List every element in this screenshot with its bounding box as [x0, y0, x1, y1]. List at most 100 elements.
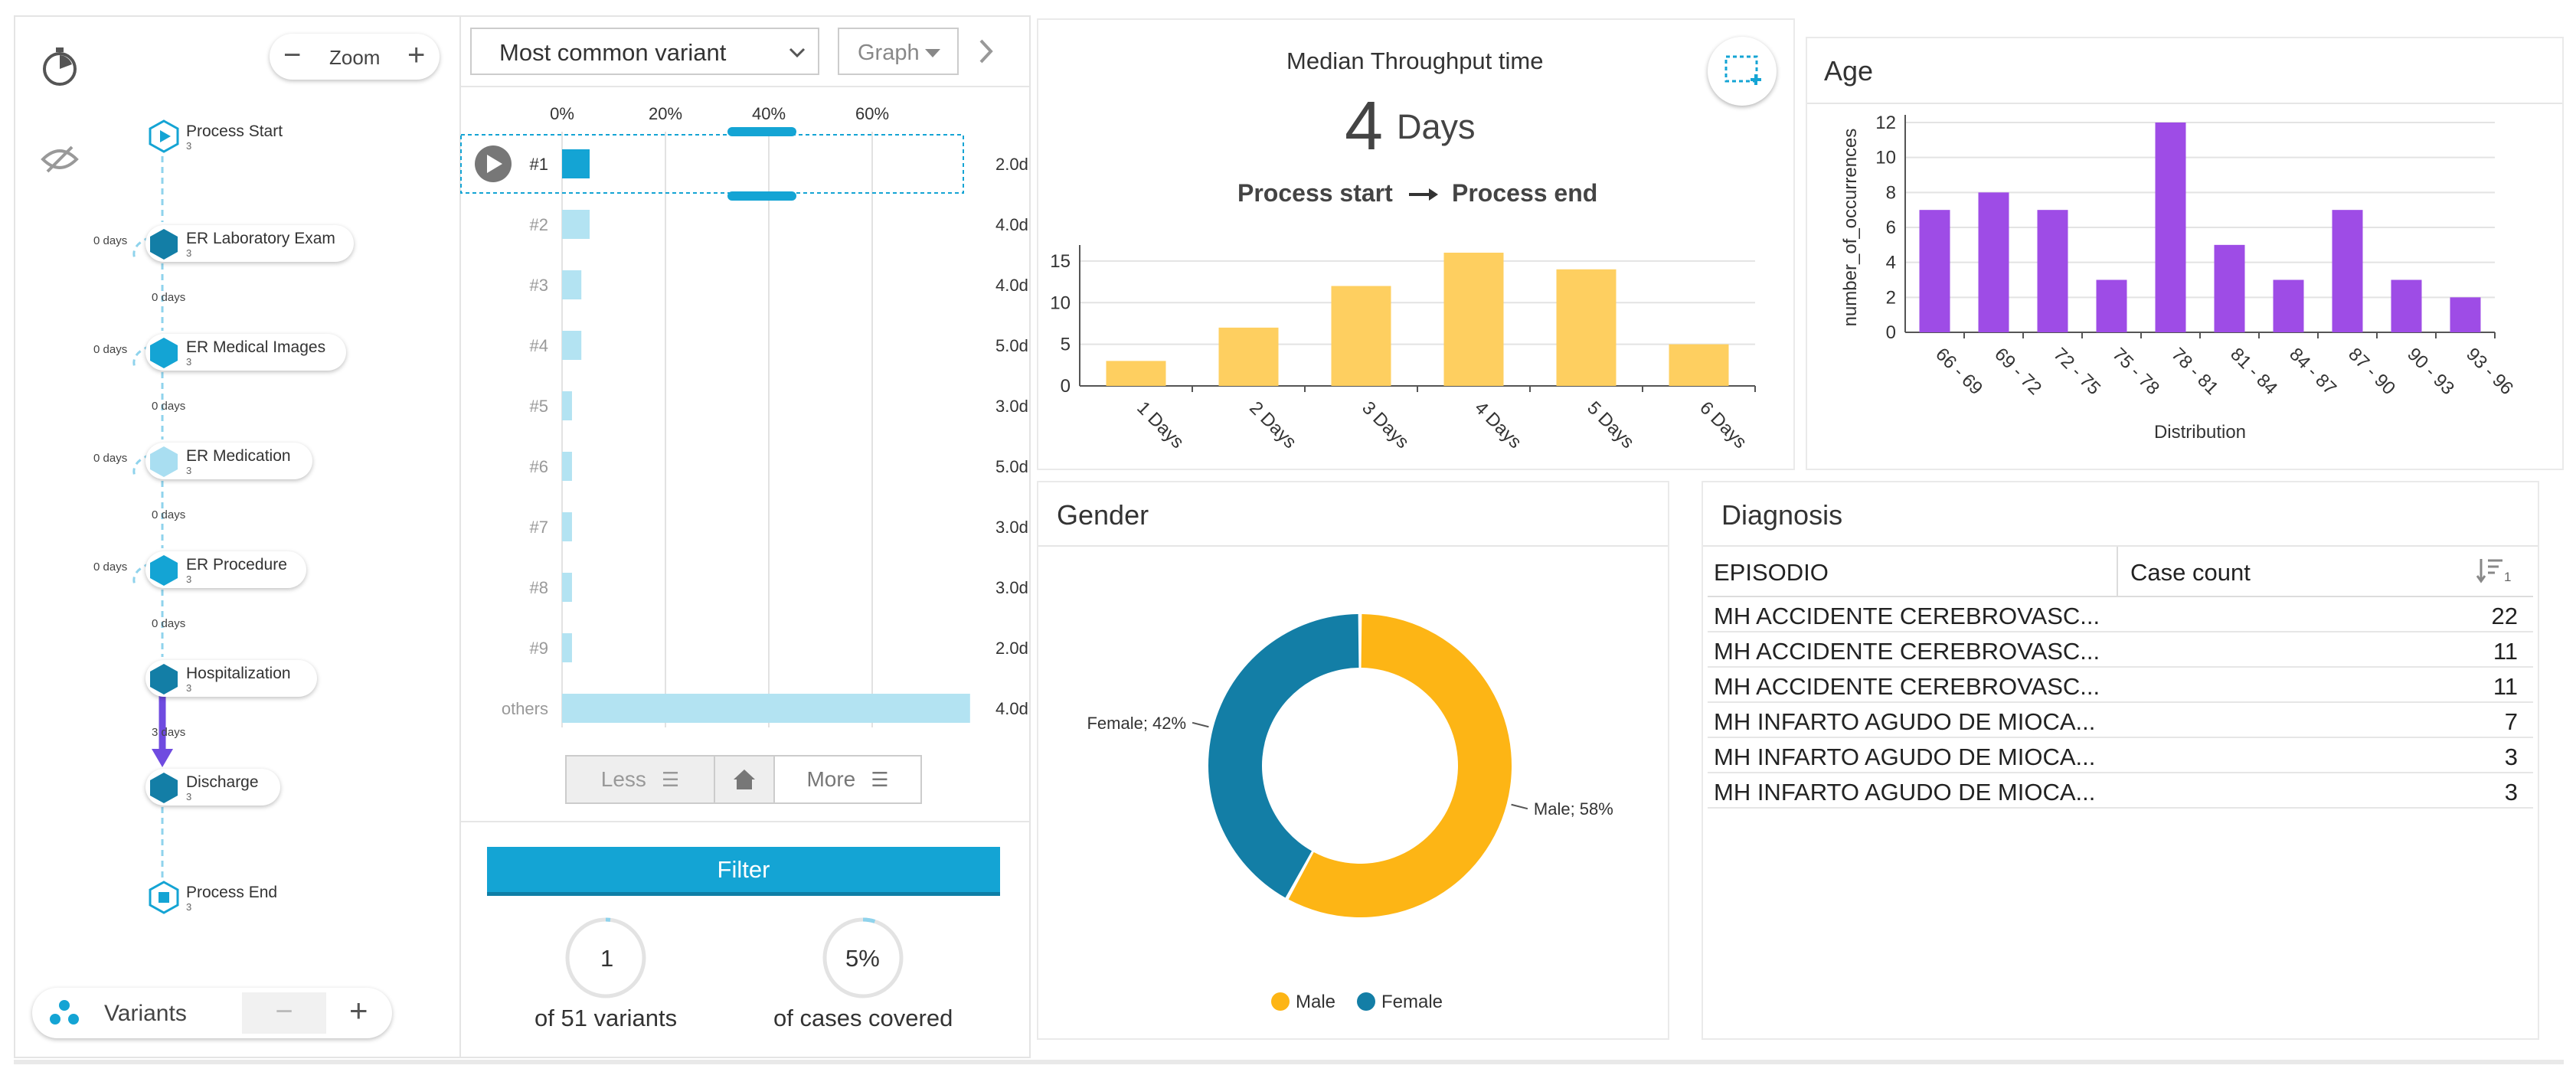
filter-label: Filter [717, 855, 770, 883]
edge-duration-label: 0 days [152, 617, 186, 630]
x-tick-label: 75 - 78 [2108, 344, 2163, 399]
variant-duration-label: 2.0d [995, 639, 1028, 658]
divider [1703, 545, 2538, 547]
axis-tick-label: 40% [752, 104, 786, 123]
variant-bar [562, 512, 572, 541]
variants-increase-button[interactable]: + [349, 992, 368, 1028]
x-tick-label: 72 - 75 [2049, 344, 2104, 399]
column-header-case-count[interactable]: Case count [2130, 559, 2251, 586]
x-tick-label: 90 - 93 [2403, 344, 2458, 399]
diagnosis-count: 11 [2493, 673, 2518, 700]
variant-duration-label: 5.0d [995, 336, 1028, 355]
throughput-value: 4 [1345, 88, 1384, 165]
bar [1218, 327, 1279, 386]
filter-button[interactable]: Filter [487, 847, 1000, 896]
node-process-end[interactable] [149, 881, 179, 914]
zoom-out-button[interactable]: − [283, 38, 302, 72]
process-graph [132, 145, 173, 881]
zoom-control: − Zoom + [270, 34, 440, 80]
variants-count-ring [565, 917, 646, 998]
bar [2155, 123, 2186, 332]
x-tick-label: 2 Days [1245, 397, 1300, 453]
node-count: 3 [186, 901, 192, 913]
variant-bar [562, 149, 590, 178]
table-row[interactable]: MH ACCIDENTE CEREBROVASC... 22 [1708, 597, 2533, 632]
throughput-panel [1037, 18, 1795, 470]
x-tick-label: 78 - 81 [2167, 344, 2222, 399]
legend-marker [1357, 992, 1375, 1011]
bar [2096, 279, 2127, 332]
x-tick-label: 4 Days [1470, 397, 1525, 453]
axis-tick-label: 0% [550, 104, 574, 123]
sort-descending-icon[interactable] [2476, 557, 2507, 585]
loop-duration-label: 0 days [93, 452, 128, 465]
diagnosis-name: MH ACCIDENTE CEREBROVASC... [1714, 638, 2100, 665]
x-tick-label: 1 Days [1133, 397, 1188, 453]
variant-dropdown[interactable]: Most common variant [470, 28, 819, 75]
eye-slash-icon [41, 145, 79, 173]
variant-duration-label: 3.0d [995, 397, 1028, 416]
diagnosis-count: 11 [2493, 638, 2518, 665]
bar [1331, 286, 1391, 386]
play-node-icon [149, 119, 179, 153]
column-header-episodio[interactable]: EPISODIO [1714, 559, 1829, 586]
x-tick-label: 81 - 84 [2226, 344, 2281, 399]
divider [1807, 103, 2562, 104]
table-row[interactable]: MH ACCIDENTE CEREBROVASC... 11 [1708, 668, 2533, 703]
variant-duration-label: 2.0d [995, 155, 1028, 174]
add-selection-button[interactable] [1708, 37, 1777, 106]
node-count: 3 [186, 247, 192, 259]
variant-duration-label: 4.0d [995, 276, 1028, 295]
y-tick-label: 5 [1061, 335, 1071, 355]
view-mode-dropdown[interactable]: Graph [838, 28, 959, 75]
node-count: 3 [186, 574, 192, 585]
sort-order-badge: 1 [2504, 570, 2512, 584]
bar [1443, 253, 1504, 386]
table-row[interactable]: MH INFARTO AGUDO DE MIOCA... 3 [1708, 738, 2533, 773]
gender-title: Gender [1057, 499, 1149, 531]
less-button[interactable]: Less ☰ [565, 755, 715, 804]
variants-count-caption: of 51 variants [534, 1005, 678, 1031]
node-er-medical-images[interactable] [145, 334, 346, 371]
chevron-right-icon[interactable] [979, 38, 994, 64]
variant-row-label: #4 [530, 336, 548, 355]
legend-label: Male [1296, 992, 1335, 1012]
diagnosis-count: 7 [2504, 708, 2518, 735]
bar [2037, 210, 2068, 332]
bottom-scroll-track [14, 1060, 2564, 1064]
diagnosis-table-header: EPISODIO Case count 1 [1708, 547, 2533, 597]
node-process-start[interactable] [149, 119, 179, 153]
more-button[interactable]: More ☰ [773, 755, 922, 804]
table-row[interactable]: MH INFARTO AGUDO DE MIOCA... 7 [1708, 703, 2533, 738]
node-label: Process End [186, 884, 278, 901]
node-label: Process Start [186, 123, 283, 140]
node-count: 3 [186, 140, 192, 152]
cases-covered-caption: of cases covered [773, 1005, 953, 1031]
variant-row-label: #3 [530, 276, 548, 295]
variants-decrease-button[interactable]: − [242, 992, 326, 1034]
variant-bar [562, 573, 572, 602]
variant-bar [562, 452, 572, 481]
age-histogram: 0 2 4 6 8 10 12 66 - 69 69 - 72 72 - 75 75 - 78 78 … [1840, 113, 2517, 443]
node-count: 3 [186, 791, 192, 802]
table-row[interactable]: MH ACCIDENTE CEREBROVASC... 11 [1708, 632, 2533, 668]
arrow-right-icon [1409, 188, 1438, 201]
node-count: 3 [186, 465, 192, 476]
node-label: ER Medical Images [186, 338, 326, 356]
bar [1556, 269, 1617, 386]
throughput-unit: Days [1397, 107, 1476, 146]
y-axis-title: number_of_occurrences [1840, 129, 1861, 327]
home-button[interactable] [714, 755, 775, 804]
bar [1919, 210, 1950, 332]
donut-slice-female [1208, 614, 1359, 898]
slice-label: Female; 42% [1087, 714, 1186, 733]
variant-row-label: #9 [530, 639, 548, 658]
table-row[interactable]: MH INFARTO AGUDO DE MIOCA... 3 [1708, 773, 2533, 809]
node-er-laboratory-exam[interactable] [145, 225, 354, 262]
gender-donut-chart: Male; 58% Female; 42% Male Female [1087, 614, 1613, 1012]
node-count: 3 [186, 356, 192, 368]
zoom-in-button[interactable]: + [407, 38, 426, 72]
variant-row-label: #2 [530, 215, 548, 234]
cases-covered-ring [822, 917, 904, 998]
edge-duration-label: 0 days [152, 291, 186, 304]
